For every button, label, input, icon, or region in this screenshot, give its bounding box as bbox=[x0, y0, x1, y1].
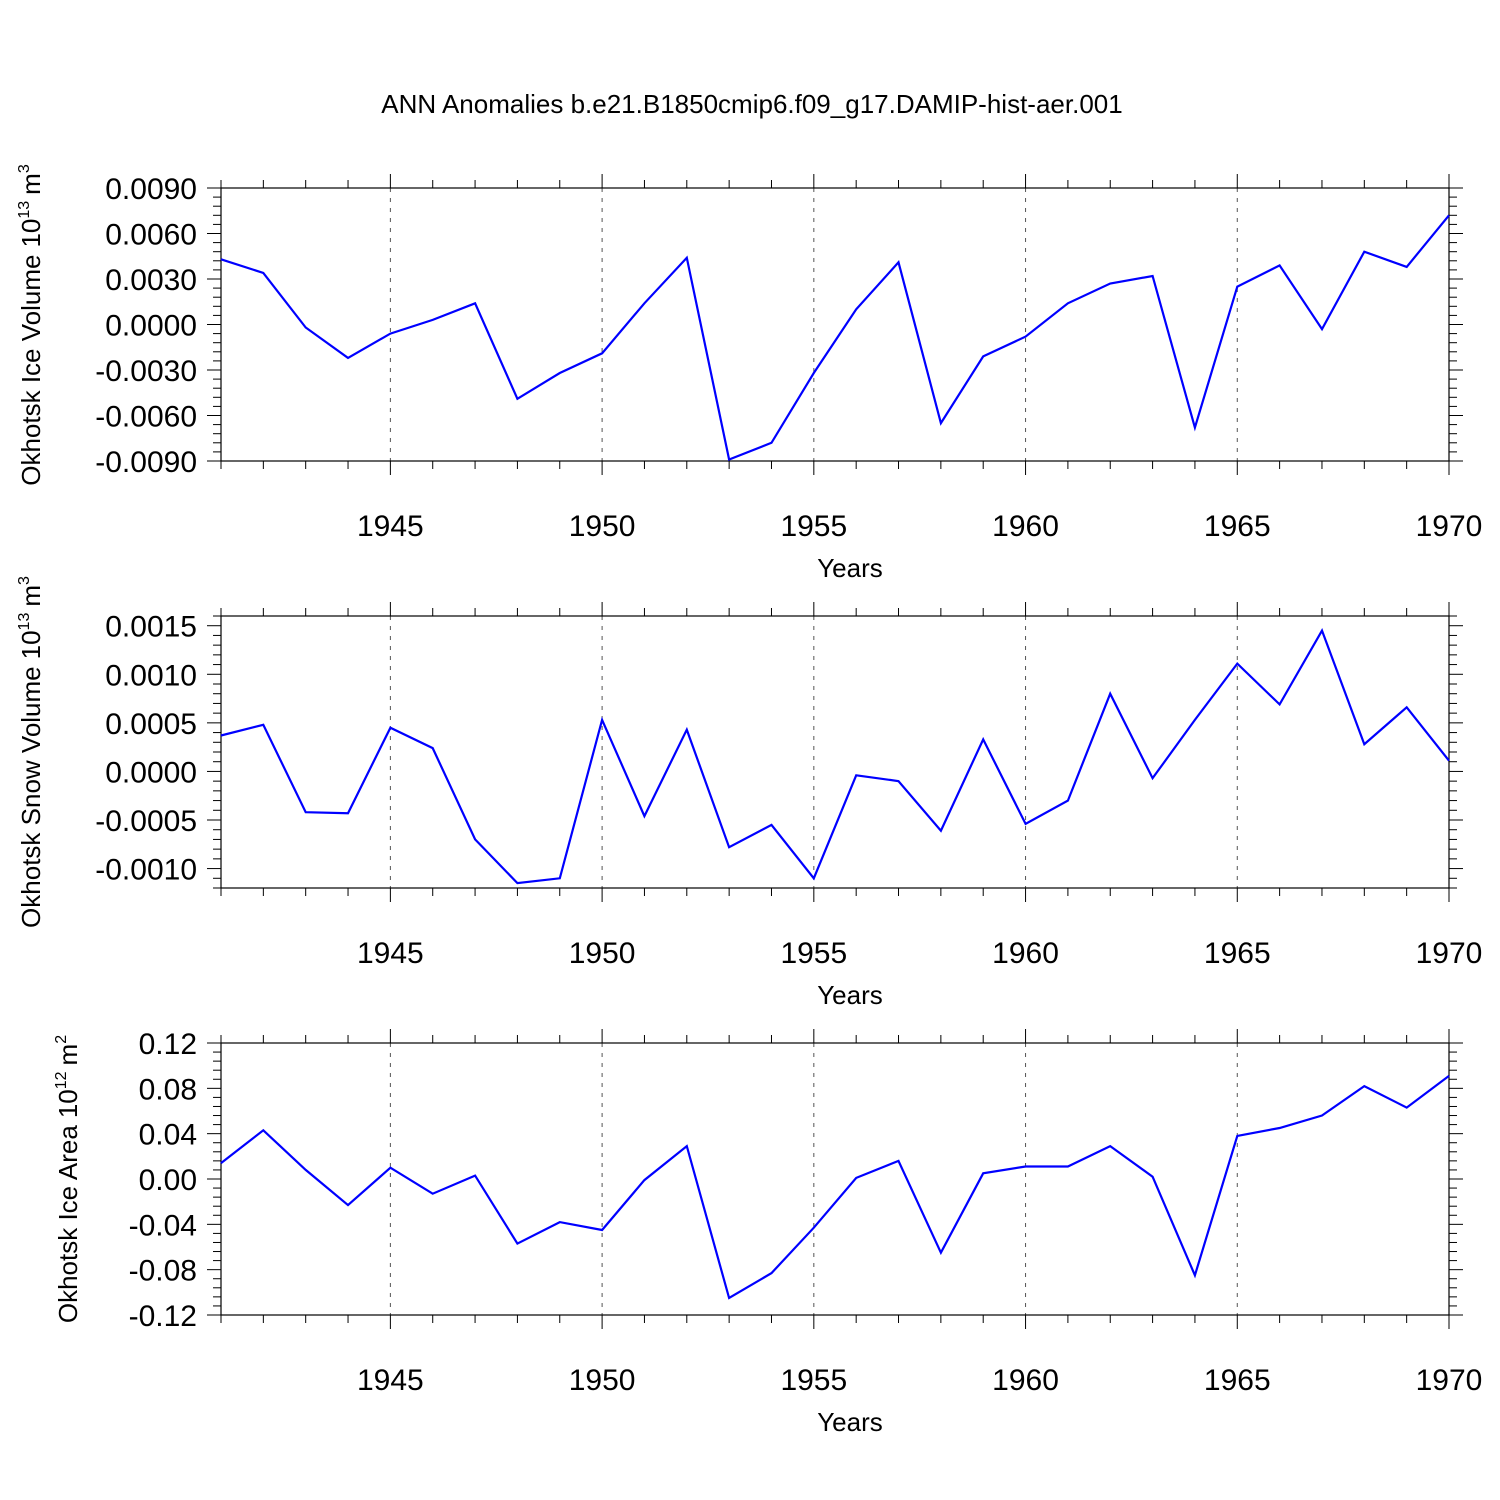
y-tick-label: 0.0010 bbox=[105, 659, 197, 692]
x-tick-label: 1955 bbox=[780, 510, 847, 543]
y-axis-unit-exponent: 12 bbox=[53, 1071, 70, 1089]
y-tick-label: 0.08 bbox=[139, 1073, 197, 1106]
y-tick-label: -0.0005 bbox=[95, 805, 197, 838]
y-tick-label: 0.0005 bbox=[105, 708, 197, 741]
y-axis-label: Okhotsk Snow Volume bbox=[16, 666, 46, 928]
panel-2: -0.0010 -0.0005 0.0000 0.0005 0.0010 0.0015 19… bbox=[16, 576, 1482, 1010]
x-tick-label: 1945 bbox=[357, 510, 424, 543]
x-tick-label: 1960 bbox=[992, 937, 1059, 970]
x-axis-title: Years bbox=[817, 980, 883, 1010]
y-tick-label: 0.0015 bbox=[105, 611, 197, 644]
y-axis-unit-power: 3 bbox=[16, 576, 33, 585]
series-line bbox=[220, 214, 1450, 462]
x-tick-label: 1955 bbox=[780, 1364, 847, 1397]
x-tick-label: 1950 bbox=[569, 1364, 636, 1397]
y-axis-unit-base: 10 bbox=[53, 1089, 83, 1118]
y-axis-unit-power: 3 bbox=[16, 164, 33, 173]
y-tick-label: -0.04 bbox=[129, 1209, 197, 1242]
y-tick-label: -0.0030 bbox=[95, 355, 197, 388]
y-tick-label: 0.0030 bbox=[105, 264, 197, 297]
y-tick-label: 0.0060 bbox=[105, 219, 197, 252]
series-line bbox=[220, 1075, 1450, 1300]
y-axis-title: Okhotsk Ice Volume 1013 m3 bbox=[16, 164, 46, 486]
x-tick-label: 1950 bbox=[569, 510, 636, 543]
x-axis-title: Years bbox=[817, 1407, 883, 1437]
y-tick-label: -0.0010 bbox=[95, 854, 197, 887]
y-axis-unit-base: 10 bbox=[16, 219, 46, 248]
y-axis-unit-exponent: 13 bbox=[16, 201, 33, 219]
y-axis-unit: m bbox=[16, 173, 46, 195]
panels: -0.0090 -0.0060 -0.0030 0.0000 0.0030 0.0060 0… bbox=[16, 164, 1482, 1437]
y-tick-label: 0.0000 bbox=[105, 310, 197, 343]
y-tick-label: 0.12 bbox=[139, 1028, 197, 1061]
x-tick-label: 1970 bbox=[1416, 510, 1483, 543]
x-tick-label: 1950 bbox=[569, 937, 636, 970]
x-tick-label: 1965 bbox=[1204, 1364, 1271, 1397]
y-axis-title: Okhotsk Snow Volume 1013 m3 bbox=[16, 576, 46, 928]
y-tick-label: 0.04 bbox=[139, 1119, 197, 1152]
panel-1: -0.0090 -0.0060 -0.0030 0.0000 0.0030 0.0060 0… bbox=[16, 164, 1482, 583]
y-tick-label: 0.00 bbox=[139, 1164, 197, 1197]
x-tick-label: 1945 bbox=[357, 1364, 424, 1397]
y-tick-label: 0.0090 bbox=[105, 173, 197, 206]
y-axis-title: Okhotsk Ice Area 1012 m2 bbox=[53, 1035, 83, 1323]
y-axis-unit-exponent: 13 bbox=[16, 613, 33, 631]
y-axis-label: Okhotsk Ice Volume bbox=[16, 255, 46, 486]
x-tick-label: 1965 bbox=[1204, 510, 1271, 543]
plot-frame bbox=[220, 615, 1450, 889]
y-tick-label: -0.0060 bbox=[95, 401, 197, 434]
y-axis-unit: m bbox=[53, 1044, 83, 1066]
x-tick-label: 1970 bbox=[1416, 937, 1483, 970]
y-axis-unit-power: 2 bbox=[53, 1035, 70, 1044]
plot-frame bbox=[220, 187, 1450, 462]
y-tick-label: -0.0090 bbox=[95, 446, 197, 479]
x-tick-label: 1960 bbox=[992, 510, 1059, 543]
x-tick-label: 1970 bbox=[1416, 1364, 1483, 1397]
y-tick-label: 0.0000 bbox=[105, 756, 197, 789]
x-axis-title: Years bbox=[817, 553, 883, 583]
x-tick-label: 1960 bbox=[992, 1364, 1059, 1397]
figure-title: ANN Anomalies b.e21.B1850cmip6.f09_g17.D… bbox=[381, 89, 1122, 119]
series-line bbox=[220, 628, 1450, 885]
y-tick-label: -0.08 bbox=[129, 1255, 197, 1288]
y-axis-label: Okhotsk Ice Area bbox=[53, 1125, 83, 1324]
x-tick-label: 1965 bbox=[1204, 937, 1271, 970]
plot-frame bbox=[220, 1042, 1450, 1316]
y-tick-label: -0.12 bbox=[129, 1300, 197, 1333]
x-tick-label: 1955 bbox=[780, 937, 847, 970]
y-axis-unit-base: 10 bbox=[16, 630, 46, 659]
y-axis-unit: m bbox=[16, 585, 46, 607]
x-tick-label: 1945 bbox=[357, 937, 424, 970]
panel-3: -0.12 -0.08 -0.04 0.00 0.04 0.08 0.12 1945 1950 1… bbox=[53, 1028, 1482, 1437]
